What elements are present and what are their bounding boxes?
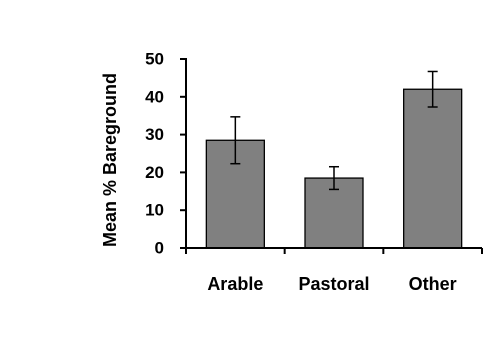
y-tick-label-30: 30 xyxy=(145,125,164,144)
y-tick-label-10: 10 xyxy=(145,201,164,220)
y-tick-label-0: 0 xyxy=(155,239,164,258)
bar-other xyxy=(403,88,463,249)
plot-area: Arable Pastoral Other 0 10 20 30 40 50 xyxy=(145,50,483,294)
y-tick-label-20: 20 xyxy=(145,163,164,182)
y-tick-label-40: 40 xyxy=(145,87,164,106)
y-axis-title: Mean % Bareground xyxy=(100,73,120,247)
x-tick-label-arable: Arable xyxy=(207,274,263,294)
y-tick-label-50: 50 xyxy=(145,50,164,69)
x-tick-label-pastoral: Pastoral xyxy=(298,274,369,294)
x-tick-label-other: Other xyxy=(409,274,457,294)
